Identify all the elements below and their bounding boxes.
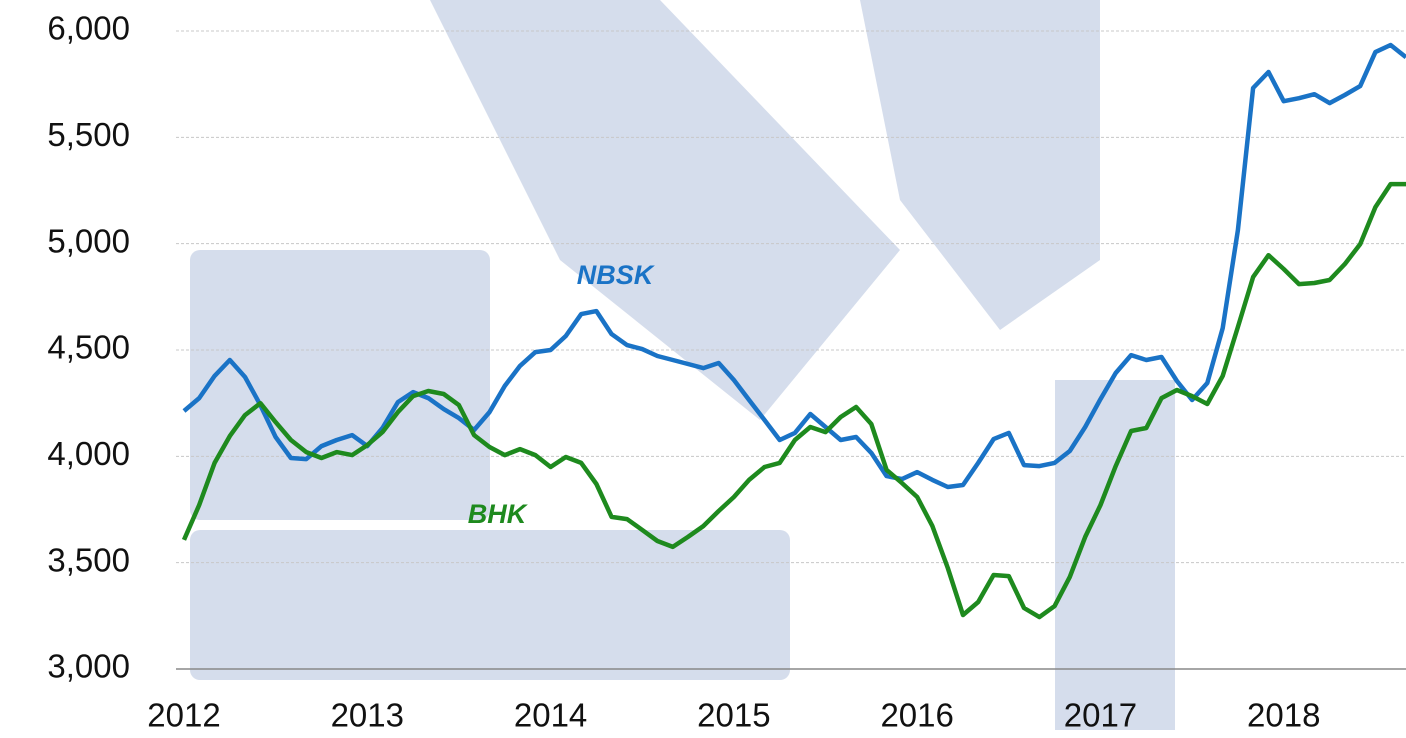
y-tick-label: 5,000 (47, 222, 130, 259)
series-label: BHK (468, 499, 529, 529)
x-tick-label: 2017 (1064, 697, 1137, 734)
x-tick-label: 2016 (880, 697, 953, 734)
x-tick-label: 2014 (514, 697, 587, 734)
chart: 3,000 3,500 4,000 4,500 5,000 5,500 6,000 2012 2… (0, 0, 1406, 738)
y-tick-label: 4,500 (47, 329, 130, 366)
x-tick-label: 2012 (147, 697, 220, 734)
y-tick-label: 3,500 (47, 541, 130, 578)
y-tick-label: 6,000 (47, 10, 130, 47)
x-tick-label: 2013 (331, 697, 404, 734)
x-tick-label: 2015 (697, 697, 770, 734)
page: 3,000 3,500 4,000 4,500 5,000 5,500 6,000 2012 2… (0, 0, 1406, 738)
watermark (190, 0, 1175, 730)
x-tick-label: 2018 (1247, 697, 1320, 734)
series-label: NBSK (577, 260, 656, 290)
y-tick-label: 3,000 (47, 648, 130, 685)
y-tick-label: 4,000 (47, 435, 130, 472)
y-tick-label: 5,500 (47, 116, 130, 153)
